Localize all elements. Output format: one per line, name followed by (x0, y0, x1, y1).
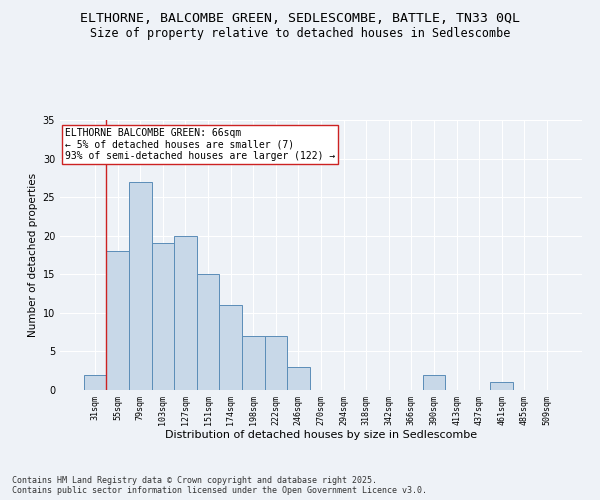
Bar (197, 274, 220, 390)
Bar (129, 182, 152, 390)
Bar (287, 367, 310, 390)
Text: ELTHORNE, BALCOMBE GREEN, SEDLESCOMBE, BATTLE, TN33 0QL: ELTHORNE, BALCOMBE GREEN, SEDLESCOMBE, B… (80, 12, 520, 26)
Bar (265, 336, 287, 390)
Text: Size of property relative to detached houses in Sedlescombe: Size of property relative to detached ho… (90, 28, 510, 40)
X-axis label: Distribution of detached houses by size in Sedlescombe: Distribution of detached houses by size … (165, 430, 477, 440)
Text: Contains HM Land Registry data © Crown copyright and database right 2025.
Contai: Contains HM Land Registry data © Crown c… (12, 476, 427, 495)
Bar (242, 336, 265, 390)
Bar (490, 382, 513, 390)
Bar (106, 251, 129, 390)
Y-axis label: Number of detached properties: Number of detached properties (28, 173, 38, 337)
Bar (174, 236, 197, 390)
Bar (422, 374, 445, 390)
Bar (84, 374, 106, 390)
Bar (152, 244, 174, 390)
Text: ELTHORNE BALCOMBE GREEN: 66sqm
← 5% of detached houses are smaller (7)
93% of se: ELTHORNE BALCOMBE GREEN: 66sqm ← 5% of d… (65, 128, 335, 162)
Bar (220, 305, 242, 390)
